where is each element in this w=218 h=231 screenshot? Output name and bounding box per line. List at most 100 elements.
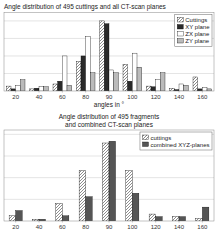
bar <box>179 84 184 91</box>
legend-box <box>175 15 212 47</box>
x-tick <box>39 221 40 223</box>
legend-swatch <box>142 142 148 147</box>
bar <box>126 171 133 221</box>
legend-label: combined XYZ-planes <box>150 142 209 148</box>
legend-label: ZY plane <box>185 38 210 44</box>
bar <box>67 85 72 91</box>
bar <box>123 64 128 91</box>
bar <box>11 89 16 91</box>
bar <box>6 86 11 91</box>
bar <box>202 87 207 91</box>
plot-area <box>4 13 214 92</box>
bar <box>39 87 44 91</box>
bar <box>109 141 116 221</box>
legend-swatch <box>177 25 183 30</box>
plot-frame <box>4 130 214 221</box>
bar <box>151 87 156 91</box>
bar <box>132 53 137 91</box>
plot-area <box>4 130 214 221</box>
bar <box>30 89 35 91</box>
x-tick <box>155 221 156 223</box>
chart-title: Angle distribution of 495 cuttings and a… <box>4 3 167 11</box>
bar <box>156 217 163 221</box>
bar <box>90 73 95 91</box>
x-tick <box>132 221 133 223</box>
bar <box>202 207 209 221</box>
x-tick <box>109 221 110 223</box>
bar <box>20 80 25 91</box>
x-tick-label: 100 <box>127 224 138 230</box>
x-tick-label: 40 <box>36 94 43 100</box>
x-tick-label: 40 <box>36 224 43 230</box>
x-tick-label: 60 <box>59 94 66 100</box>
bar <box>104 24 109 91</box>
bar <box>196 218 203 221</box>
bar <box>128 81 133 91</box>
x-tick <box>15 221 16 223</box>
bar <box>172 217 179 221</box>
x-tick-label: 160 <box>197 94 208 100</box>
x-tick <box>202 91 203 93</box>
bar <box>32 219 39 221</box>
x-tick <box>15 91 16 93</box>
bar <box>109 70 114 91</box>
bar <box>9 216 16 221</box>
bar <box>16 85 21 91</box>
bar <box>137 67 142 91</box>
bar <box>184 85 189 91</box>
bar <box>16 211 23 221</box>
x-tick-label: 120 <box>151 94 162 100</box>
figure: Angle distribution of 495 cuttings and a… <box>0 0 218 231</box>
legend-label: Cuttings <box>185 17 207 23</box>
bar <box>86 197 93 221</box>
legend-box <box>140 132 212 150</box>
x-tick-label: 160 <box>197 224 208 230</box>
bar <box>56 204 63 221</box>
legend: CuttingsXY planeZX planeZY plane <box>175 15 212 47</box>
x-tick <box>62 91 63 93</box>
bar <box>132 193 139 221</box>
legend-label: cuttings <box>150 135 171 141</box>
x-tick <box>179 91 180 93</box>
bar <box>81 56 86 91</box>
legend: cuttingscombined XYZ-planes <box>140 132 212 150</box>
bar <box>114 73 119 91</box>
bar <box>100 21 105 91</box>
bar <box>86 36 91 91</box>
x-tick-label: 140 <box>174 224 185 230</box>
bar <box>146 86 151 91</box>
x-tick <box>62 221 63 223</box>
bar <box>193 77 198 91</box>
bar <box>102 143 109 221</box>
x-tick-label: 80 <box>82 94 89 100</box>
bar <box>44 87 49 91</box>
x-tick <box>132 91 133 93</box>
plot-frame <box>4 13 214 92</box>
legend-swatch <box>142 135 148 140</box>
legend-swatch <box>177 18 183 23</box>
bar <box>179 217 186 221</box>
x-tick-label: 20 <box>12 224 19 230</box>
x-tick-label: 20 <box>12 94 19 100</box>
x-axis-label: angles in ° <box>94 101 125 109</box>
x-tick-label: 100 <box>127 94 138 100</box>
bar <box>156 80 161 91</box>
bar <box>160 73 165 91</box>
legend-swatch <box>177 39 183 44</box>
x-tick <box>202 221 203 223</box>
legend-label: ZX plane <box>185 31 210 37</box>
legend-label: XY plane <box>185 24 210 30</box>
bar <box>198 89 203 91</box>
bar <box>149 214 156 221</box>
bar <box>62 56 67 91</box>
bars <box>6 21 211 91</box>
x-tick <box>85 91 86 93</box>
bar <box>58 81 63 91</box>
x-tick-label: 120 <box>151 224 162 230</box>
x-tick <box>155 91 156 93</box>
bar <box>53 84 58 91</box>
bar <box>207 89 212 91</box>
chart: Angle distribution of 495 fragmentsand c… <box>4 113 214 230</box>
x-tick-label: 140 <box>174 94 185 100</box>
x-tick <box>85 221 86 223</box>
